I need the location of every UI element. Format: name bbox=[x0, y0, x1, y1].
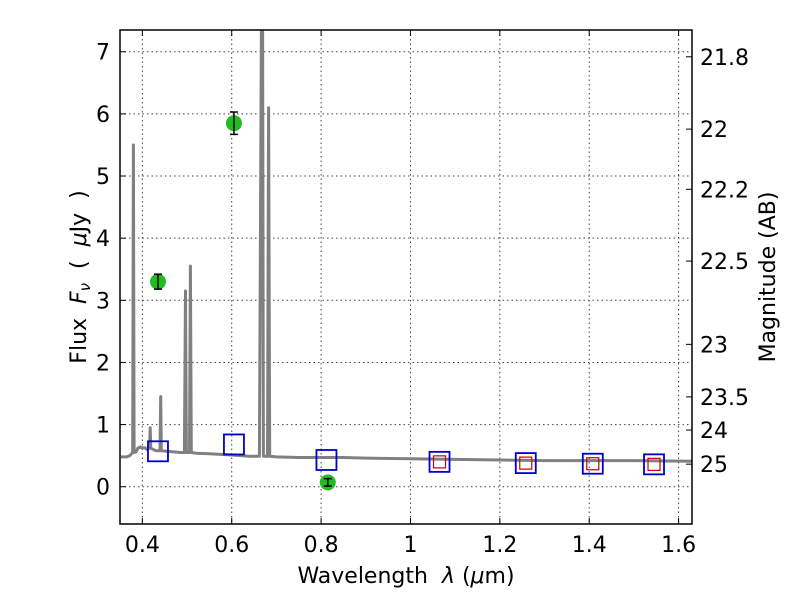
y2-tick-label: 22.5 bbox=[700, 250, 749, 275]
y-tick-label: 3 bbox=[96, 289, 110, 314]
y2-tick-label: 22 bbox=[700, 118, 728, 143]
plot-area bbox=[120, 30, 692, 491]
model-spectrum-line bbox=[120, 30, 692, 463]
y-label-unit-rest: Jy ) bbox=[67, 190, 92, 234]
y2-tick-label: 25 bbox=[700, 453, 728, 478]
x-tick-label: 0.8 bbox=[304, 533, 339, 558]
x-label-unit-rest: m) bbox=[485, 564, 515, 589]
x-label-symbol: λ bbox=[441, 564, 455, 589]
x-tick-label: 0.6 bbox=[214, 533, 249, 558]
x-label-prefix: Wavelength bbox=[297, 564, 442, 589]
y-axis-label: Flux Fν ( μJy ) bbox=[67, 190, 94, 363]
y-tick-label: 2 bbox=[96, 351, 110, 376]
grid bbox=[120, 30, 692, 524]
y-tick-label: 6 bbox=[96, 103, 110, 128]
y-label-mid: ( bbox=[67, 246, 92, 283]
x-label-suffix: ( bbox=[455, 564, 471, 589]
y-tick-label: 5 bbox=[96, 165, 110, 190]
y2-tick-label: 23 bbox=[700, 333, 728, 358]
synthetic-photometry-square bbox=[428, 450, 451, 473]
x-label-unit-mu: μ bbox=[470, 564, 485, 589]
y2-tick-label: 22.2 bbox=[700, 178, 749, 203]
y-label-prefix: Flux bbox=[67, 304, 92, 364]
x-tick-label: 1 bbox=[403, 533, 417, 558]
synthetic-photometry-square bbox=[223, 433, 245, 456]
y2-tick-label: 24 bbox=[700, 419, 728, 444]
x-tick-label: 1.6 bbox=[661, 533, 696, 558]
y2-tick-label: 23.5 bbox=[700, 386, 749, 411]
x-tick-label: 1.4 bbox=[572, 533, 607, 558]
x-axis-label: Wavelength λ (μm) bbox=[297, 564, 514, 589]
model-filter-square bbox=[519, 456, 533, 470]
y-tick-label: 0 bbox=[96, 476, 110, 501]
synthetic-photometry-square bbox=[514, 452, 537, 475]
plot-frame bbox=[119, 29, 693, 525]
y-tick-label: 1 bbox=[96, 414, 110, 439]
y-tick-label: 4 bbox=[96, 227, 110, 252]
model-filter-square bbox=[432, 455, 447, 469]
y-label-subscript: ν bbox=[76, 283, 94, 291]
model-filter-square bbox=[647, 457, 661, 471]
y-label-unit-mu: μ bbox=[67, 232, 92, 247]
synthetic-photometry-square bbox=[147, 440, 169, 463]
y2-tick-label: 21.8 bbox=[700, 46, 749, 71]
x-tick-label: 1.2 bbox=[482, 533, 517, 558]
synthetic-photometry-square bbox=[643, 453, 665, 476]
x-tick-label: 0.4 bbox=[125, 533, 160, 558]
synthetic-photometry-square bbox=[581, 452, 604, 475]
synthetic-photometry-square bbox=[315, 449, 338, 471]
y2-axis-label: Magnitude (AB) bbox=[756, 192, 781, 363]
y-label-symbol: F bbox=[67, 291, 92, 304]
model-filter-square bbox=[586, 457, 600, 471]
y-tick-label: 7 bbox=[96, 41, 110, 66]
